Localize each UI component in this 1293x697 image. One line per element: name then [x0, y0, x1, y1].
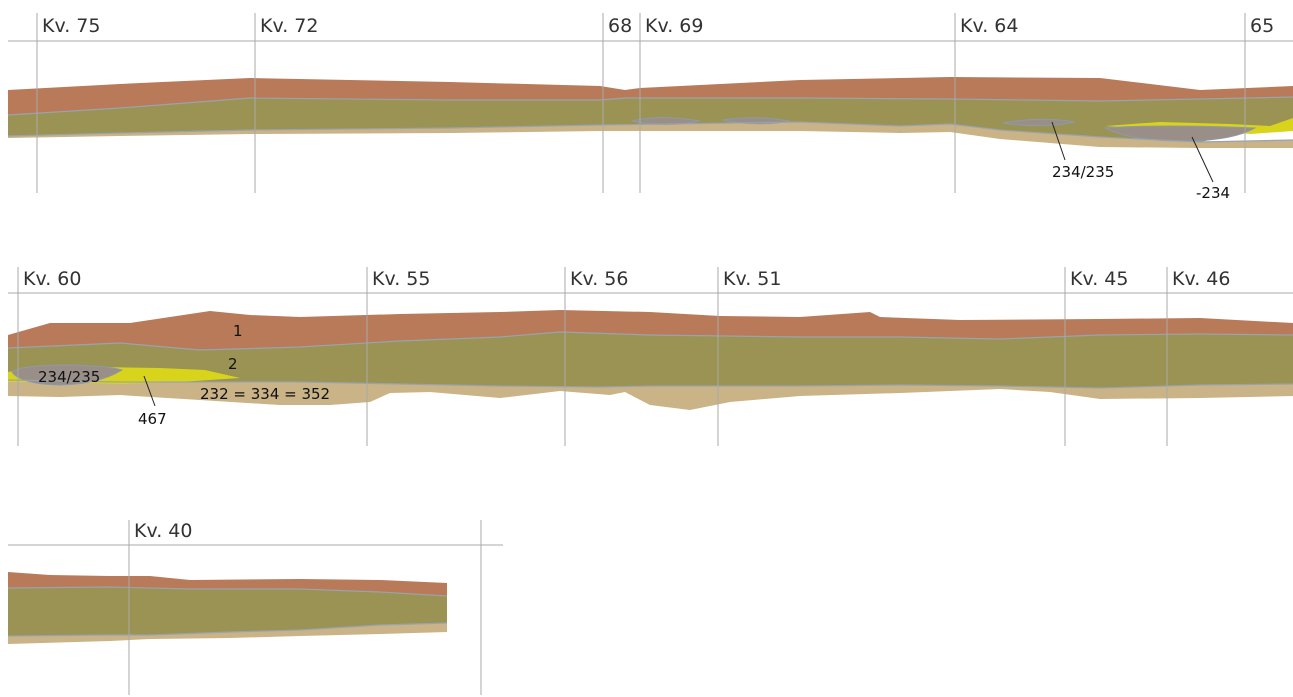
marker-label: 68	[608, 15, 632, 37]
annotation-label: 467	[138, 410, 167, 428]
boundary-line	[7, 121, 1293, 143]
marker-label: Kv. 60	[23, 268, 81, 290]
marker-label: Kv. 72	[260, 15, 318, 37]
subsoil-layer	[8, 380, 1293, 410]
marker-label: Kv. 51	[723, 268, 781, 290]
marker-label: Kv. 75	[42, 15, 100, 37]
marker-label: Kv. 64	[960, 15, 1018, 37]
layer-1	[8, 77, 1293, 115]
marker-label: Kv. 69	[645, 15, 703, 37]
profile-row-3: Kv. 40	[7, 520, 503, 695]
boundary-line	[7, 331, 1293, 351]
annotation-label: 234/235	[38, 368, 100, 386]
boundary-line	[7, 96, 1293, 116]
layer-label: 232 = 334 = 352	[200, 385, 330, 403]
marker-label: Kv. 55	[372, 268, 430, 290]
pit-feature-234-235	[1002, 118, 1076, 127]
profile-row-2: Kv. 60 Kv. 55 Kv. 56 Kv. 51 Kv. 45 Kv. 4…	[7, 267, 1293, 446]
annotation-pointer	[143, 375, 156, 407]
subsoil-layer	[8, 122, 1293, 148]
marker-label: Kv. 56	[570, 268, 628, 290]
layer-1	[8, 310, 1293, 350]
layer-label: 2	[228, 355, 238, 373]
marker-label: Kv. 40	[134, 520, 192, 542]
annotation-pointer	[1051, 121, 1066, 161]
marker-label: Kv. 45	[1070, 268, 1128, 290]
boundary-line	[7, 586, 448, 597]
annotation-pointer	[1191, 136, 1214, 183]
profile-row-1: Kv. 75 Kv. 72 68 Kv. 69 Kv. 64 65 234/23…	[7, 13, 1293, 202]
boundary-line	[7, 622, 448, 637]
layer-2	[8, 332, 1293, 388]
layer-label: 1	[233, 322, 243, 340]
marker-label: Kv. 46	[1172, 268, 1230, 290]
annotation-label: -234	[1196, 184, 1230, 202]
boundary-line	[7, 379, 1293, 389]
annotation-label: 234/235	[1052, 163, 1114, 181]
layer-2	[8, 587, 447, 636]
pit-feature-234	[1103, 125, 1257, 142]
marker-label: 65	[1250, 15, 1274, 37]
